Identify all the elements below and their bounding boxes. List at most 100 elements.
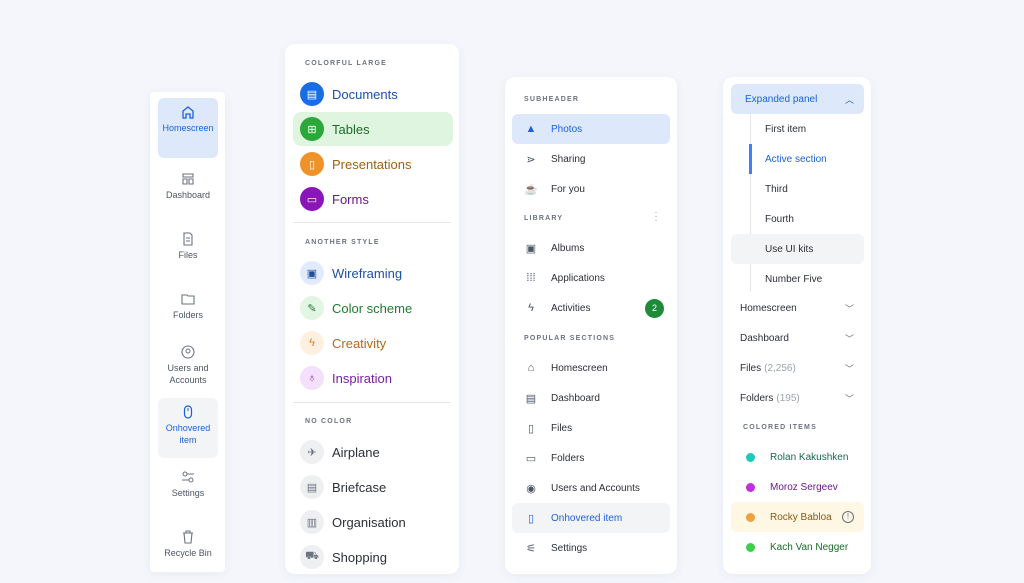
person-item[interactable]: Rolan Kakushken: [731, 442, 864, 472]
nav-item-onhovered[interactable]: ▯ Onhovered item: [512, 503, 670, 533]
nav-item-albums[interactable]: ▣ Albums: [512, 233, 670, 263]
album-icon: ▣: [525, 242, 537, 255]
person-item[interactable]: Moroz Sergeev: [731, 472, 864, 502]
item-label: Active section: [765, 153, 827, 165]
rail-item-settings[interactable]: Settings: [158, 463, 218, 523]
item-label: Wireframing: [332, 265, 403, 281]
item-label: Dashboard: [740, 332, 789, 344]
nav-item-dashboard[interactable]: ▤ Dashboard: [512, 383, 670, 413]
section-header: NO COLOR: [305, 418, 353, 425]
user-circle-icon: [181, 345, 195, 359]
rail-item-users[interactable]: Users and Accounts: [158, 338, 218, 398]
list-item-organisation[interactable]: ▥ Organisation: [293, 505, 453, 539]
coffee-icon: ☕: [524, 183, 538, 196]
item-label: Onhovered item: [551, 512, 623, 524]
sub-item-active[interactable]: Active section: [731, 144, 864, 174]
nav-item-photos[interactable]: ▲ Photos: [512, 114, 670, 144]
rail-item-folders[interactable]: Folders: [158, 285, 218, 345]
section-header: COLORED ITEMS: [743, 424, 817, 431]
item-label: For you: [551, 183, 585, 195]
item-count: (2,256): [764, 362, 796, 374]
nav-item-for-you[interactable]: ☕ For you: [512, 174, 670, 204]
nav-item-users[interactable]: ◉ Users and Accounts: [512, 473, 670, 503]
list-item-presentations[interactable]: ▯ Presentations: [293, 147, 453, 181]
rail-item-onhovered[interactable]: Onhovered item: [158, 398, 218, 458]
rail-label: Folders: [172, 310, 203, 320]
rail-item-files[interactable]: Files: [158, 225, 218, 285]
home-icon: [182, 106, 194, 119]
list-item-color-scheme[interactable]: ✎ Color scheme: [293, 291, 453, 325]
item-label: Tables: [332, 121, 370, 137]
person-item-highlighted[interactable]: Rocky Babloa!: [731, 502, 864, 532]
rail-item-homescreen[interactable]: Homescreen: [158, 98, 218, 158]
nav-item-sharing[interactable]: ⋗ Sharing: [512, 144, 670, 174]
list-item-wireframing[interactable]: ▣ Wireframing: [293, 256, 453, 290]
chevron-down-icon: ﹀: [844, 333, 854, 344]
section-header: POPULAR SECTIONS: [524, 335, 616, 342]
item-label: Files: [551, 422, 573, 434]
rail-label: Files: [178, 250, 198, 260]
item-label: Presentations: [332, 156, 412, 172]
navigation-rail: Homescreen Dashboard Files Folders Users…: [150, 92, 225, 572]
nav-item-homescreen[interactable]: ⌂ Homescreen: [512, 353, 670, 383]
item-label: Users and Accounts: [551, 482, 640, 494]
sub-item[interactable]: Number Five: [731, 264, 864, 294]
list-item-documents[interactable]: ▤ Documents: [293, 77, 453, 111]
status-dot: [746, 482, 755, 492]
nav-item-applications[interactable]: ⁞⁞⁞ Applications: [512, 263, 670, 293]
airplane-icon: ✈: [300, 440, 324, 464]
item-label: Third: [765, 183, 788, 195]
collapsed-homescreen[interactable]: Homescreen ﹀: [731, 293, 864, 323]
cart-icon: ⛟: [300, 545, 324, 569]
folder-icon: ▭: [525, 452, 537, 465]
item-label: Organisation: [332, 514, 406, 530]
rail-item-dashboard[interactable]: Dashboard: [158, 165, 218, 225]
section-header: ANOTHER STYLE: [305, 239, 380, 246]
item-label: Folders: [551, 452, 585, 464]
sub-item[interactable]: Fourth: [731, 204, 864, 234]
nav-item-activities[interactable]: ϟ Activities 2: [512, 293, 670, 323]
active-indicator: [749, 144, 752, 174]
list-item-forms[interactable]: ▭ Forms: [293, 182, 453, 216]
chevron-down-icon: ﹀: [844, 393, 854, 404]
list-item-shopping[interactable]: ⛟ Shopping: [293, 540, 453, 574]
navigation-drawer: SUBHEADER ▲ Photos ⋗ Sharing ☕ For you LIBR…: [505, 77, 677, 574]
styled-list-panel: COLORFUL LARGE ▤ Documents ⊞ Tables ▯ Prese…: [285, 44, 459, 574]
person-item[interactable]: Kach Van Negger: [731, 532, 864, 562]
item-label: Inspiration: [332, 370, 392, 386]
list-item-tables[interactable]: ⊞ Tables: [293, 112, 453, 146]
item-label: Sharing: [551, 153, 586, 165]
item-label: Homescreen: [740, 302, 797, 314]
collapsed-files[interactable]: Files (2,256) ﹀: [731, 353, 864, 383]
collapsed-dashboard[interactable]: Dashboard ﹀: [731, 323, 864, 353]
info-icon[interactable]: !: [842, 511, 854, 523]
item-label: First item: [765, 123, 807, 135]
settings-sliders-icon: [182, 471, 194, 483]
item-label: Documents: [332, 86, 398, 102]
nav-item-files[interactable]: ▯ Files: [512, 413, 670, 443]
settings-sliders-icon: ⚟: [526, 542, 536, 555]
grid-icon: ⁞⁞⁞: [526, 272, 536, 284]
rail-item-recycle-bin[interactable]: Recycle Bin: [158, 523, 218, 583]
list-item-creativity[interactable]: ϟ Creativity: [293, 326, 453, 360]
briefcase-icon: ▤: [300, 475, 324, 499]
list-item-inspiration[interactable]: ♁ Inspiration: [293, 361, 453, 395]
list-item-briefcase[interactable]: ▤ Briefcase: [293, 470, 453, 504]
user-circle-icon: ◉: [526, 482, 536, 495]
nav-item-folders[interactable]: ▭ Folders: [512, 443, 670, 473]
more-vertical-icon[interactable]: · · ·: [654, 207, 658, 226]
item-label: Fourth: [765, 213, 794, 225]
folder-icon: [181, 294, 195, 305]
tree-line: [750, 114, 751, 292]
building-icon: ▥: [300, 510, 324, 534]
use-ui-kits-highlight: [731, 234, 864, 264]
mouse-icon: ▯: [527, 512, 535, 525]
nav-item-settings[interactable]: ⚟ Settings: [512, 533, 670, 563]
collapsed-folders[interactable]: Folders (195) ﹀: [731, 383, 864, 413]
sub-item[interactable]: Use UI kits: [731, 234, 864, 264]
item-label: Photos: [551, 123, 583, 135]
expanded-panel-header[interactable]: Expanded panel ︿: [731, 84, 864, 114]
list-item-airplane[interactable]: ✈ Airplane: [293, 435, 453, 469]
sub-item[interactable]: First item: [731, 114, 864, 144]
sub-item[interactable]: Third: [731, 174, 864, 204]
